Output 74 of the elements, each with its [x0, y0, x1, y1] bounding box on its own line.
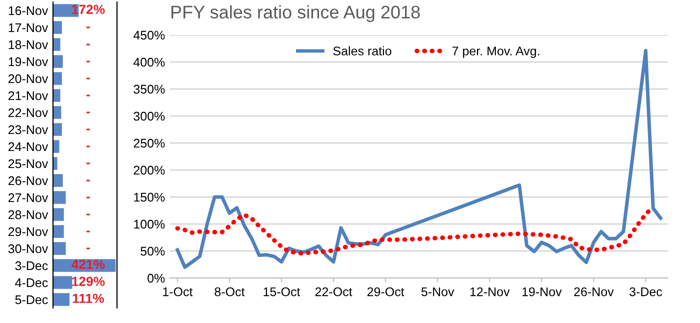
data-label: -: [86, 230, 90, 232]
data-label: -: [86, 112, 90, 114]
data-label: -: [86, 78, 90, 80]
bar: [53, 55, 63, 68]
y-tick-label: 24-Nov: [8, 142, 48, 152]
bar: [53, 38, 60, 51]
bar: [53, 157, 58, 170]
data-label: -: [86, 128, 90, 130]
legend-label: 7 per. Mov. Avg.: [452, 46, 540, 58]
data-label: -: [86, 44, 90, 46]
y-tick-label: 150%: [134, 192, 165, 202]
data-label: 421%: [72, 260, 105, 270]
y-tick-label: 29-Nov: [8, 227, 48, 236]
bar: [53, 276, 72, 289]
data-label: -: [86, 26, 90, 28]
data-label: -: [86, 248, 90, 250]
y-tick-label: 22-Nov: [8, 108, 48, 118]
data-label: 111%: [72, 294, 104, 304]
y-tick-label: 19-Nov: [8, 57, 48, 66]
y-tick-label: 350%: [134, 84, 165, 94]
y-tick-label: 4-Dec: [15, 278, 48, 288]
y-tick-label: 23-Nov: [8, 125, 48, 134]
y-tick-label: 17-Nov: [8, 23, 48, 32]
data-label: -: [86, 196, 90, 198]
y-tick-label: 27-Nov: [8, 193, 48, 202]
y-tick-label: 300%: [134, 112, 165, 121]
x-tick-label: 3-Dec: [630, 287, 662, 296]
x-tick-label: 15-Oct: [264, 287, 300, 296]
x-tick-label: 12-Nov: [470, 287, 510, 296]
y-tick-label: 5-Dec: [15, 295, 48, 304]
bar: [53, 174, 63, 187]
y-tick-label: 18-Nov: [8, 40, 48, 50]
y-tick-label: 400%: [133, 58, 165, 67]
y-tick-label: 28-Nov: [8, 210, 48, 220]
y-tick-label: 200%: [134, 166, 165, 175]
bar: [53, 106, 62, 119]
y-tick-label: 100%: [134, 220, 165, 229]
y-tick-label: 3-Dec: [15, 261, 48, 270]
data-label: -: [86, 214, 90, 216]
data-label: -: [86, 94, 90, 96]
bar: [53, 293, 70, 306]
y-tick-label: 50%: [140, 246, 165, 256]
data-label: -: [86, 162, 90, 164]
y-tick-label: 0%: [148, 274, 165, 283]
x-tick-label: 22-Oct: [315, 287, 352, 296]
bar: [53, 242, 66, 255]
bar: [53, 72, 62, 85]
y-tick-label: 25-Nov: [8, 159, 48, 168]
bar: [53, 21, 62, 34]
y-tick-label: 26-Nov: [8, 176, 48, 186]
y-tick-label: 20-Nov: [8, 74, 48, 84]
x-tick-label: 29-Oct: [367, 287, 404, 296]
chart-title: PFY sales ratio since Aug 2018: [171, 5, 420, 22]
bar: [53, 225, 64, 238]
x-tick-label: 1-Oct: [163, 287, 193, 296]
y-tick-label: 16-Nov: [8, 6, 48, 16]
x-tick-label: 5-Nov: [421, 287, 454, 296]
y-tick-label: 30-Nov: [8, 244, 48, 254]
data-label: 129%: [72, 276, 105, 286]
y-tick-label: 450%: [133, 30, 165, 40]
x-tick-label: 19-Nov: [522, 287, 562, 296]
y-tick-label: 250%: [134, 138, 165, 148]
legend-label: Sales ratio: [333, 46, 392, 56]
data-label: -: [86, 60, 90, 62]
y-tick-label: 21-Nov: [8, 91, 48, 100]
x-tick-label: 8-Oct: [214, 287, 245, 296]
bar: [53, 208, 64, 221]
data-label: -: [86, 146, 90, 148]
bar: [53, 140, 60, 153]
bar: [53, 123, 62, 136]
bar: [53, 191, 66, 204]
x-tick-label: 26-Nov: [574, 287, 614, 296]
data-label: -: [86, 180, 90, 182]
bar: [53, 89, 60, 102]
